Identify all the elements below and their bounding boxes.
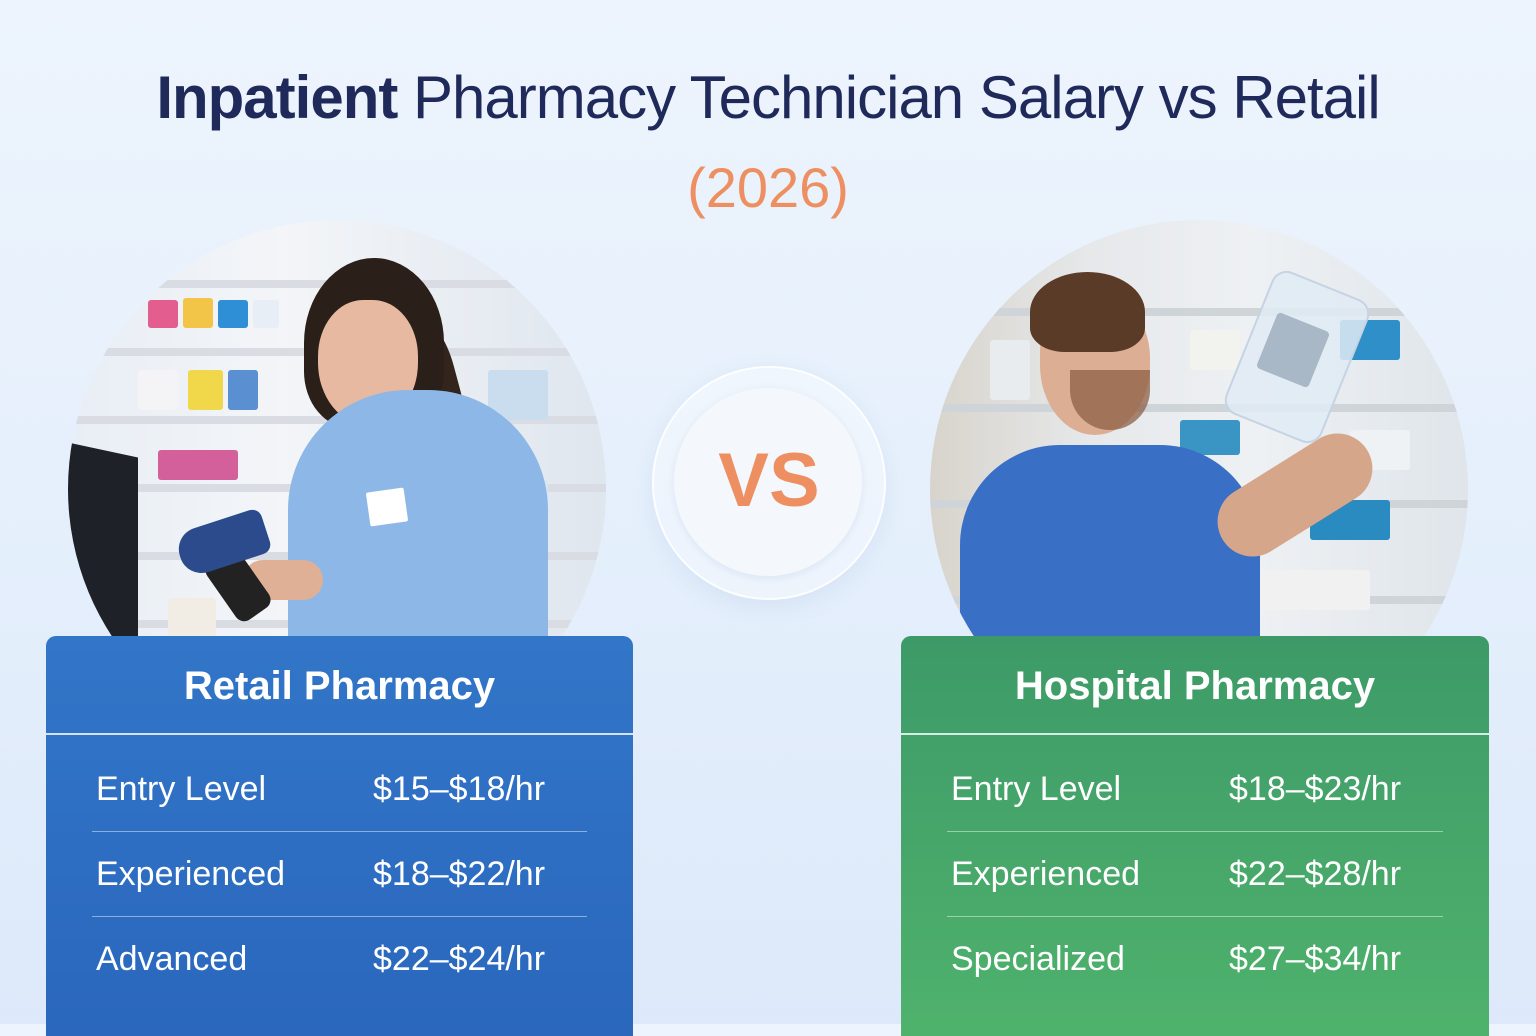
card-title: Retail Pharmacy [46,636,633,735]
level-label: Entry Level [951,769,1122,808]
hospital-pharmacy-card: Hospital Pharmacy Entry Level $18–$23/hr… [901,636,1489,1036]
salary-row: Entry Level $18–$23/hr [947,747,1443,832]
pay-range: $22–$24/hr [373,939,546,978]
salary-row: Entry Level $15–$18/hr [92,747,587,832]
salary-table: Entry Level $18–$23/hr Experienced $22–$… [901,747,1489,1001]
retail-pharmacy-card: Retail Pharmacy Entry Level $15–$18/hr E… [46,636,633,1036]
pay-range: $18–$22/hr [373,854,546,893]
level-label: Specialized [951,939,1125,978]
computer-monitor [68,442,138,658]
salary-row: Advanced $22–$24/hr [92,917,587,1001]
card-title: Hospital Pharmacy [901,636,1489,735]
hospital-technician-photo [930,220,1468,758]
level-label: Experienced [951,854,1141,893]
pill-container [168,598,216,638]
pay-range: $27–$34/hr [1229,939,1402,978]
pay-range: $18–$23/hr [1229,769,1402,808]
pay-range: $22–$28/hr [1229,854,1402,893]
level-label: Entry Level [96,769,267,808]
salary-table: Entry Level $15–$18/hr Experienced $18–$… [46,747,633,1001]
level-label: Advanced [96,939,248,978]
vs-badge [674,388,862,576]
level-label: Experienced [96,854,286,893]
pay-range: $15–$18/hr [373,769,546,808]
title-bold-word: Inpatient [156,64,398,131]
title-rest: Pharmacy Technician Salary vs Retail [397,64,1381,131]
salary-row: Experienced $18–$22/hr [92,832,587,917]
page-title: Inpatient Pharmacy Technician Salary vs … [0,58,1536,138]
salary-row: Specialized $27–$34/hr [947,917,1443,1001]
salary-row: Experienced $22–$28/hr [947,832,1443,917]
name-badge [365,487,409,527]
page-subtitle-year: (2026) [687,156,849,219]
vs-label: VS [718,438,820,523]
